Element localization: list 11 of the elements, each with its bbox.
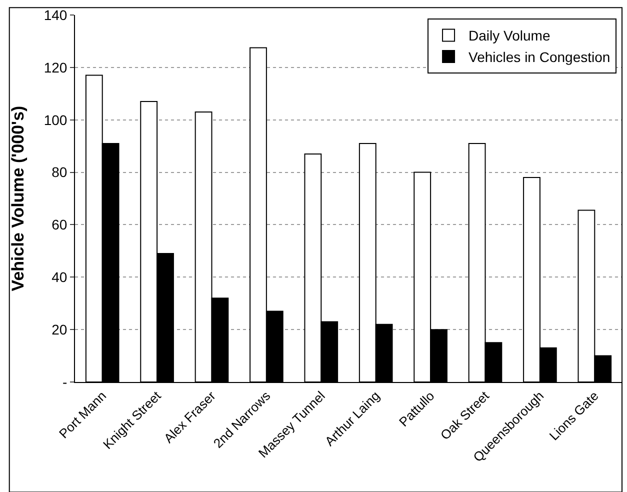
y-tick-label: 140 (44, 6, 68, 23)
y-axis-title: Vehicle Volume ('000's) (8, 106, 28, 292)
y-tick-label: - (62, 374, 68, 390)
y-tick-label: 120 (44, 59, 68, 76)
y-tick-label: 100 (44, 112, 68, 128)
y-tick-label: 80 (52, 164, 68, 180)
y-tick-label: 40 (52, 269, 68, 286)
y-tick-label: 60 (52, 216, 68, 233)
y-tick-label: 20 (52, 321, 68, 338)
legend-label: Vehicles in Congestion (468, 48, 610, 65)
legend-label: Daily Volume (468, 28, 550, 44)
